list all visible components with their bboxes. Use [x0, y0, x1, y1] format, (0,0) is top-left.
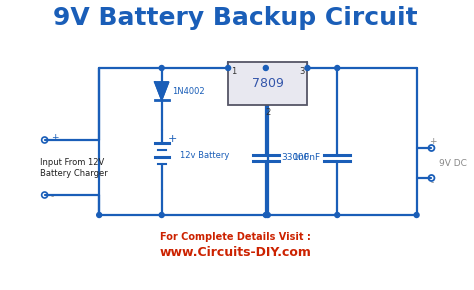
Text: 3: 3 [299, 67, 304, 76]
Text: 12v Battery: 12v Battery [180, 151, 229, 160]
Circle shape [264, 213, 268, 218]
Text: 7809: 7809 [252, 77, 284, 90]
Text: -: - [431, 179, 434, 188]
Text: Input From 12V
Battery Charger: Input From 12V Battery Charger [40, 157, 108, 178]
Text: 330nF: 330nF [282, 153, 310, 162]
Bar [228, 62, 308, 105]
Text: 9V Battery Backup Circuit: 9V Battery Backup Circuit [53, 6, 418, 30]
Text: 1: 1 [231, 67, 237, 76]
Circle shape [159, 66, 164, 70]
Text: +: + [168, 134, 177, 144]
Circle shape [265, 213, 270, 218]
Text: -: - [51, 193, 54, 202]
Circle shape [226, 66, 231, 70]
Circle shape [159, 213, 164, 218]
Text: For Complete Details Visit :: For Complete Details Visit : [160, 232, 310, 242]
Text: 2: 2 [265, 108, 271, 117]
Circle shape [414, 213, 419, 218]
Text: 100nF: 100nF [293, 153, 321, 162]
Text: 9V DC: 9V DC [439, 159, 467, 168]
Text: www.Circuits-DIY.com: www.Circuits-DIY.com [159, 246, 311, 258]
Circle shape [264, 66, 268, 70]
Circle shape [335, 66, 340, 70]
Circle shape [305, 66, 310, 70]
Circle shape [97, 213, 101, 218]
Polygon shape [155, 82, 169, 100]
Text: +: + [51, 133, 58, 142]
Text: +: + [428, 137, 436, 146]
Circle shape [335, 213, 340, 218]
Text: 1N4002: 1N4002 [172, 86, 204, 95]
